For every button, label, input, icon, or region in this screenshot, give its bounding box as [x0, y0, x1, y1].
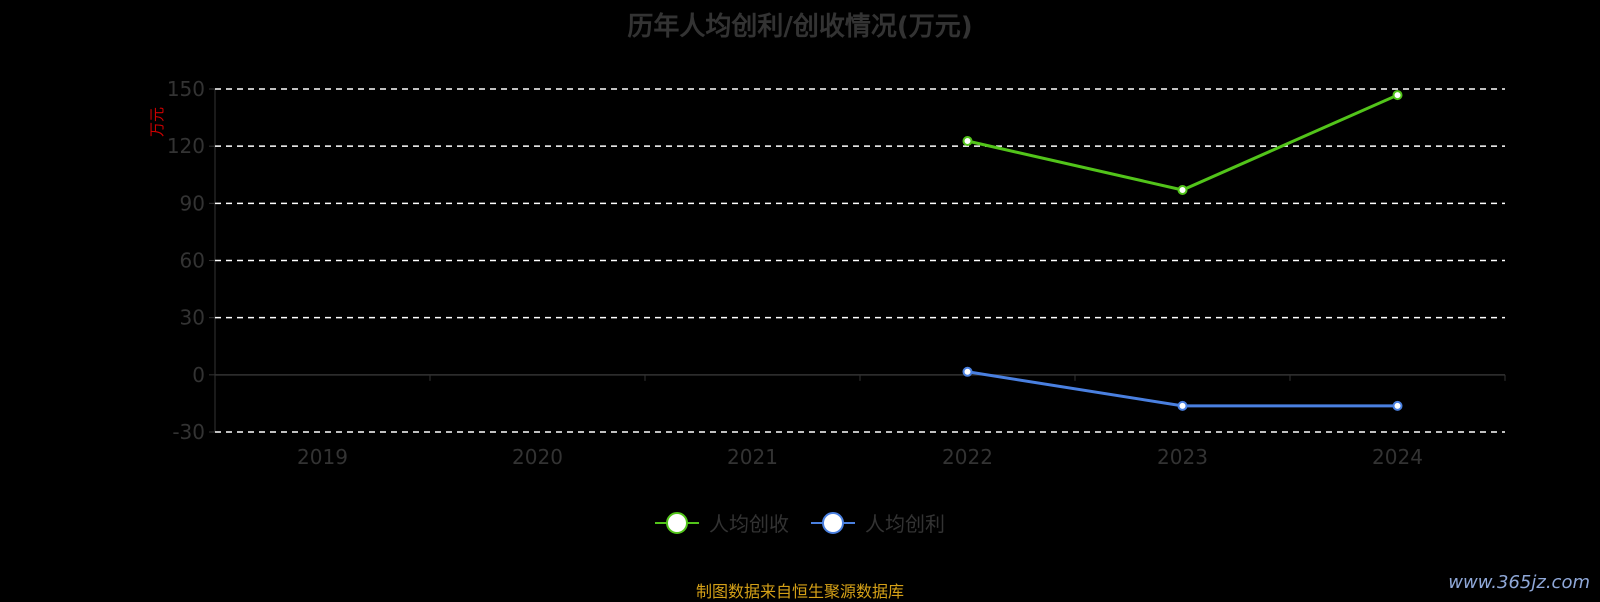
x-tick-label: 2020: [512, 445, 563, 469]
x-tick-label: 2019: [297, 445, 348, 469]
y-tick-label: 30: [180, 306, 205, 330]
source-note: 制图数据来自恒生聚源数据库: [695, 582, 904, 601]
y-tick-label: 60: [180, 249, 205, 273]
y-tick-label: 150: [167, 77, 205, 101]
series-line-0: [967, 93, 1399, 192]
data-point: [1392, 90, 1403, 101]
data-point: [1392, 400, 1403, 411]
legend-marker-profit: [811, 511, 855, 534]
y-axis-label: 万元: [148, 107, 166, 137]
data-point: [1177, 184, 1188, 195]
legend-item-profit[interactable]: 人均创利: [811, 508, 945, 537]
x-tick-label: 2023: [1157, 445, 1208, 469]
data-point: [962, 366, 973, 377]
watermark: www.365jz.com: [1448, 572, 1590, 593]
x-tick-label: 2021: [727, 445, 778, 469]
y-tick-label: 120: [167, 134, 205, 158]
y-tick-label: 0: [192, 363, 205, 387]
legend: 人均创收 人均创利: [0, 508, 1600, 537]
x-tick-label: 2024: [1372, 445, 1423, 469]
legend-label: 人均创收: [709, 512, 789, 536]
x-tick-label: 2022: [942, 445, 993, 469]
legend-marker-revenue: [655, 511, 699, 534]
series-line-1: [967, 370, 1398, 408]
data-point: [962, 136, 973, 147]
data-point: [1177, 400, 1188, 411]
y-tick-label: -30: [172, 420, 205, 444]
chart-title: 历年人均创利/创收情况(万元): [627, 12, 973, 42]
legend-item-revenue[interactable]: 人均创收: [655, 508, 789, 537]
legend-label: 人均创利: [865, 512, 945, 536]
y-tick-label: 90: [180, 191, 205, 215]
